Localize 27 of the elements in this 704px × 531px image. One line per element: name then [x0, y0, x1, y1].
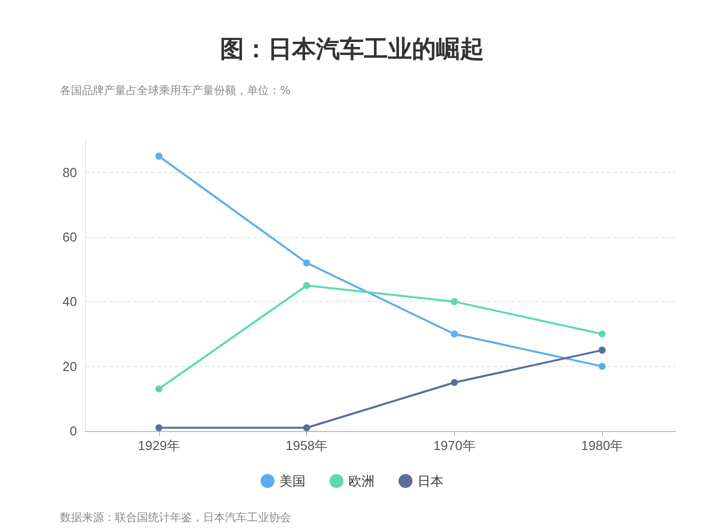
- point: [303, 282, 310, 289]
- x-tick-label: 1958年: [286, 438, 328, 453]
- legend-label: 欧洲: [348, 474, 374, 488]
- chart-subtitle: 各国品牌产量占全球乘用车产量份额，单位：%: [60, 84, 290, 97]
- point: [155, 424, 162, 432]
- x-tick-label: 1980年: [581, 438, 624, 453]
- y-tick-label: 20: [62, 358, 77, 374]
- point: [155, 385, 162, 392]
- y-tick-label: 80: [62, 164, 77, 180]
- chart-title: 图：日本汽车工业的崛起: [220, 35, 484, 63]
- y-tick-label: 40: [62, 294, 77, 310]
- y-tick-label: 60: [62, 230, 77, 244]
- point: [450, 379, 458, 386]
- legend-label: 美国: [280, 474, 306, 488]
- legend-label: 日本: [418, 474, 444, 488]
- point: [303, 259, 310, 266]
- x-tick-label: 1929年: [138, 438, 180, 453]
- point: [450, 330, 458, 338]
- point: [450, 298, 458, 306]
- point: [598, 330, 606, 338]
- point: [598, 346, 606, 354]
- point: [155, 152, 162, 160]
- x-tick-label: 1970年: [433, 438, 476, 453]
- point: [303, 424, 310, 432]
- source-note: 数据来源：联合国统计年鉴，日本汽车工业协会: [60, 511, 291, 524]
- y-tick-label: 0: [70, 424, 77, 438]
- point: [598, 362, 606, 370]
